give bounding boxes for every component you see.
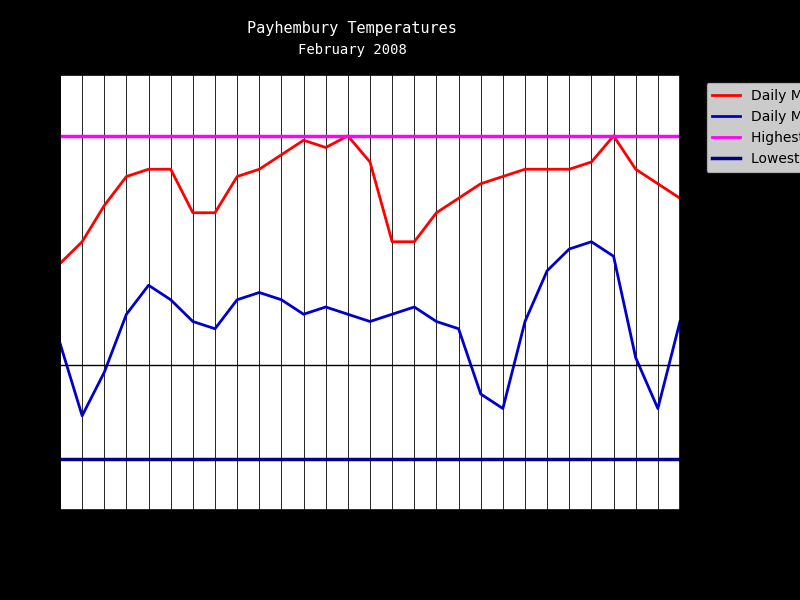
Legend: Daily Max Temp, Daily Min Temp, Highest Max, Lowest Min: Daily Max Temp, Daily Min Temp, Highest …	[706, 82, 800, 173]
Text: Payhembury Temperatures: Payhembury Temperatures	[247, 20, 457, 35]
Text: February 2008: February 2008	[298, 43, 406, 57]
